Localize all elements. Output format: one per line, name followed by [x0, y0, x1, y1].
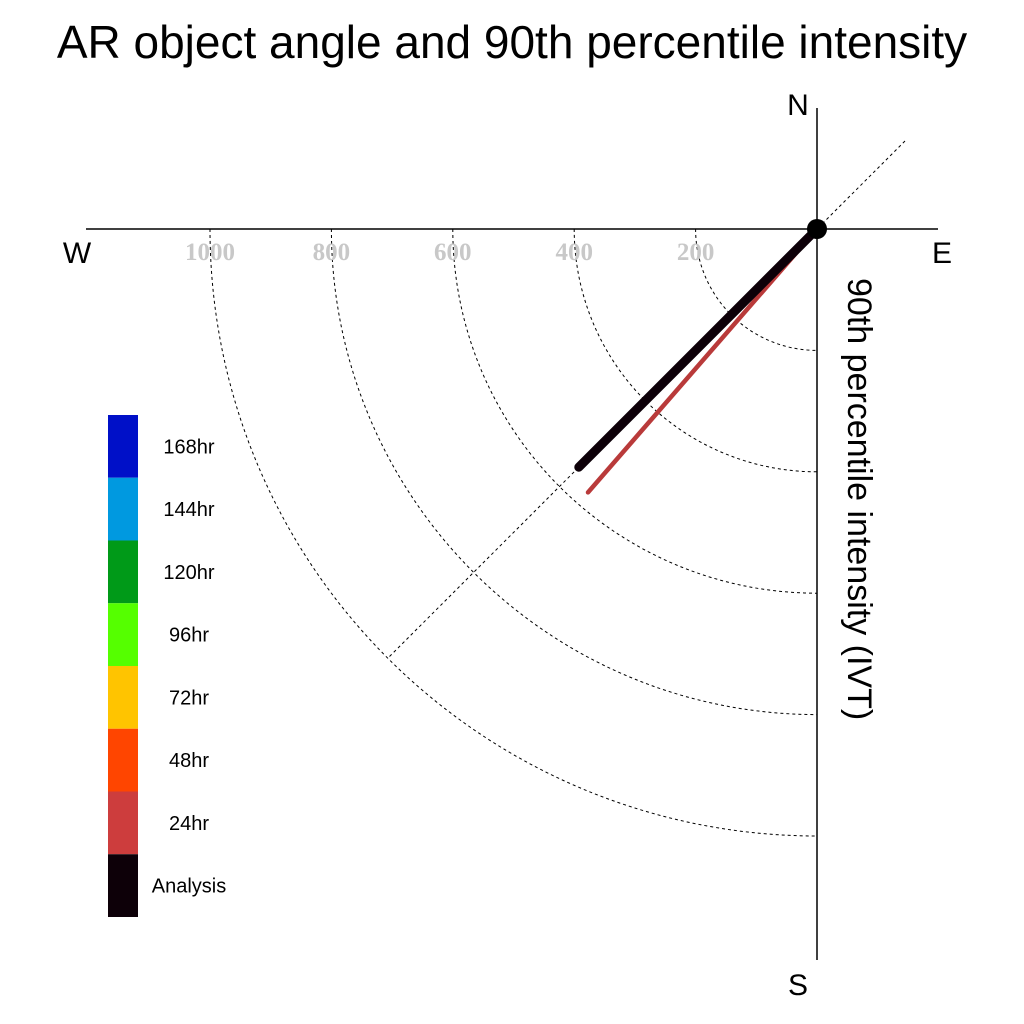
legend-label: Analysis: [152, 876, 226, 898]
west-label: W: [63, 237, 92, 270]
legend-swatch: [108, 791, 138, 855]
grid-arc-600: [452, 228, 818, 594]
grid-arc-200: [695, 228, 818, 351]
legend-label: 72hr: [169, 687, 209, 709]
grid-arc-1000: [209, 228, 818, 837]
legend-swatch: [108, 540, 138, 604]
east-label: E: [932, 237, 952, 270]
legend: 168hr 144hr 120hr 96hr 72hr 48hr 24hr Analysis: [108, 415, 226, 917]
radial-tick-labels: 200 400 600 800 1000: [185, 239, 714, 266]
legend-swatch: [108, 666, 138, 729]
radial-tick-label: 800: [313, 239, 351, 266]
y-axis-label: 90th percentile intensity (IVT): [840, 278, 878, 720]
grid-arc-800: [330, 228, 818, 716]
legend-label: 120hr: [163, 562, 214, 584]
legend-swatch: [108, 477, 138, 541]
series-vectors: [574, 224, 822, 495]
legend-swatch: [108, 854, 138, 917]
legend-swatch: [108, 603, 138, 666]
origin-marker: [807, 219, 827, 239]
north-label: N: [787, 89, 809, 122]
legend-label: 144hr: [163, 499, 214, 521]
vector-analysis: [574, 224, 822, 472]
legend-label: 48hr: [169, 750, 209, 772]
chart-title: AR object angle and 90th percentile inte…: [57, 16, 967, 68]
legend-label: 168hr: [163, 436, 214, 458]
radial-tick-label: 600: [434, 239, 472, 266]
legend-swatch: [108, 415, 138, 478]
south-label: S: [788, 969, 808, 1002]
grid-arc-400: [573, 228, 818, 473]
radial-tick-label: 1000: [185, 239, 235, 266]
radial-tick-label: 200: [677, 239, 715, 266]
legend-swatch: [108, 728, 138, 792]
radial-tick-label: 400: [555, 239, 593, 266]
legend-label: 96hr: [169, 625, 209, 647]
legend-label: 24hr: [169, 813, 209, 835]
